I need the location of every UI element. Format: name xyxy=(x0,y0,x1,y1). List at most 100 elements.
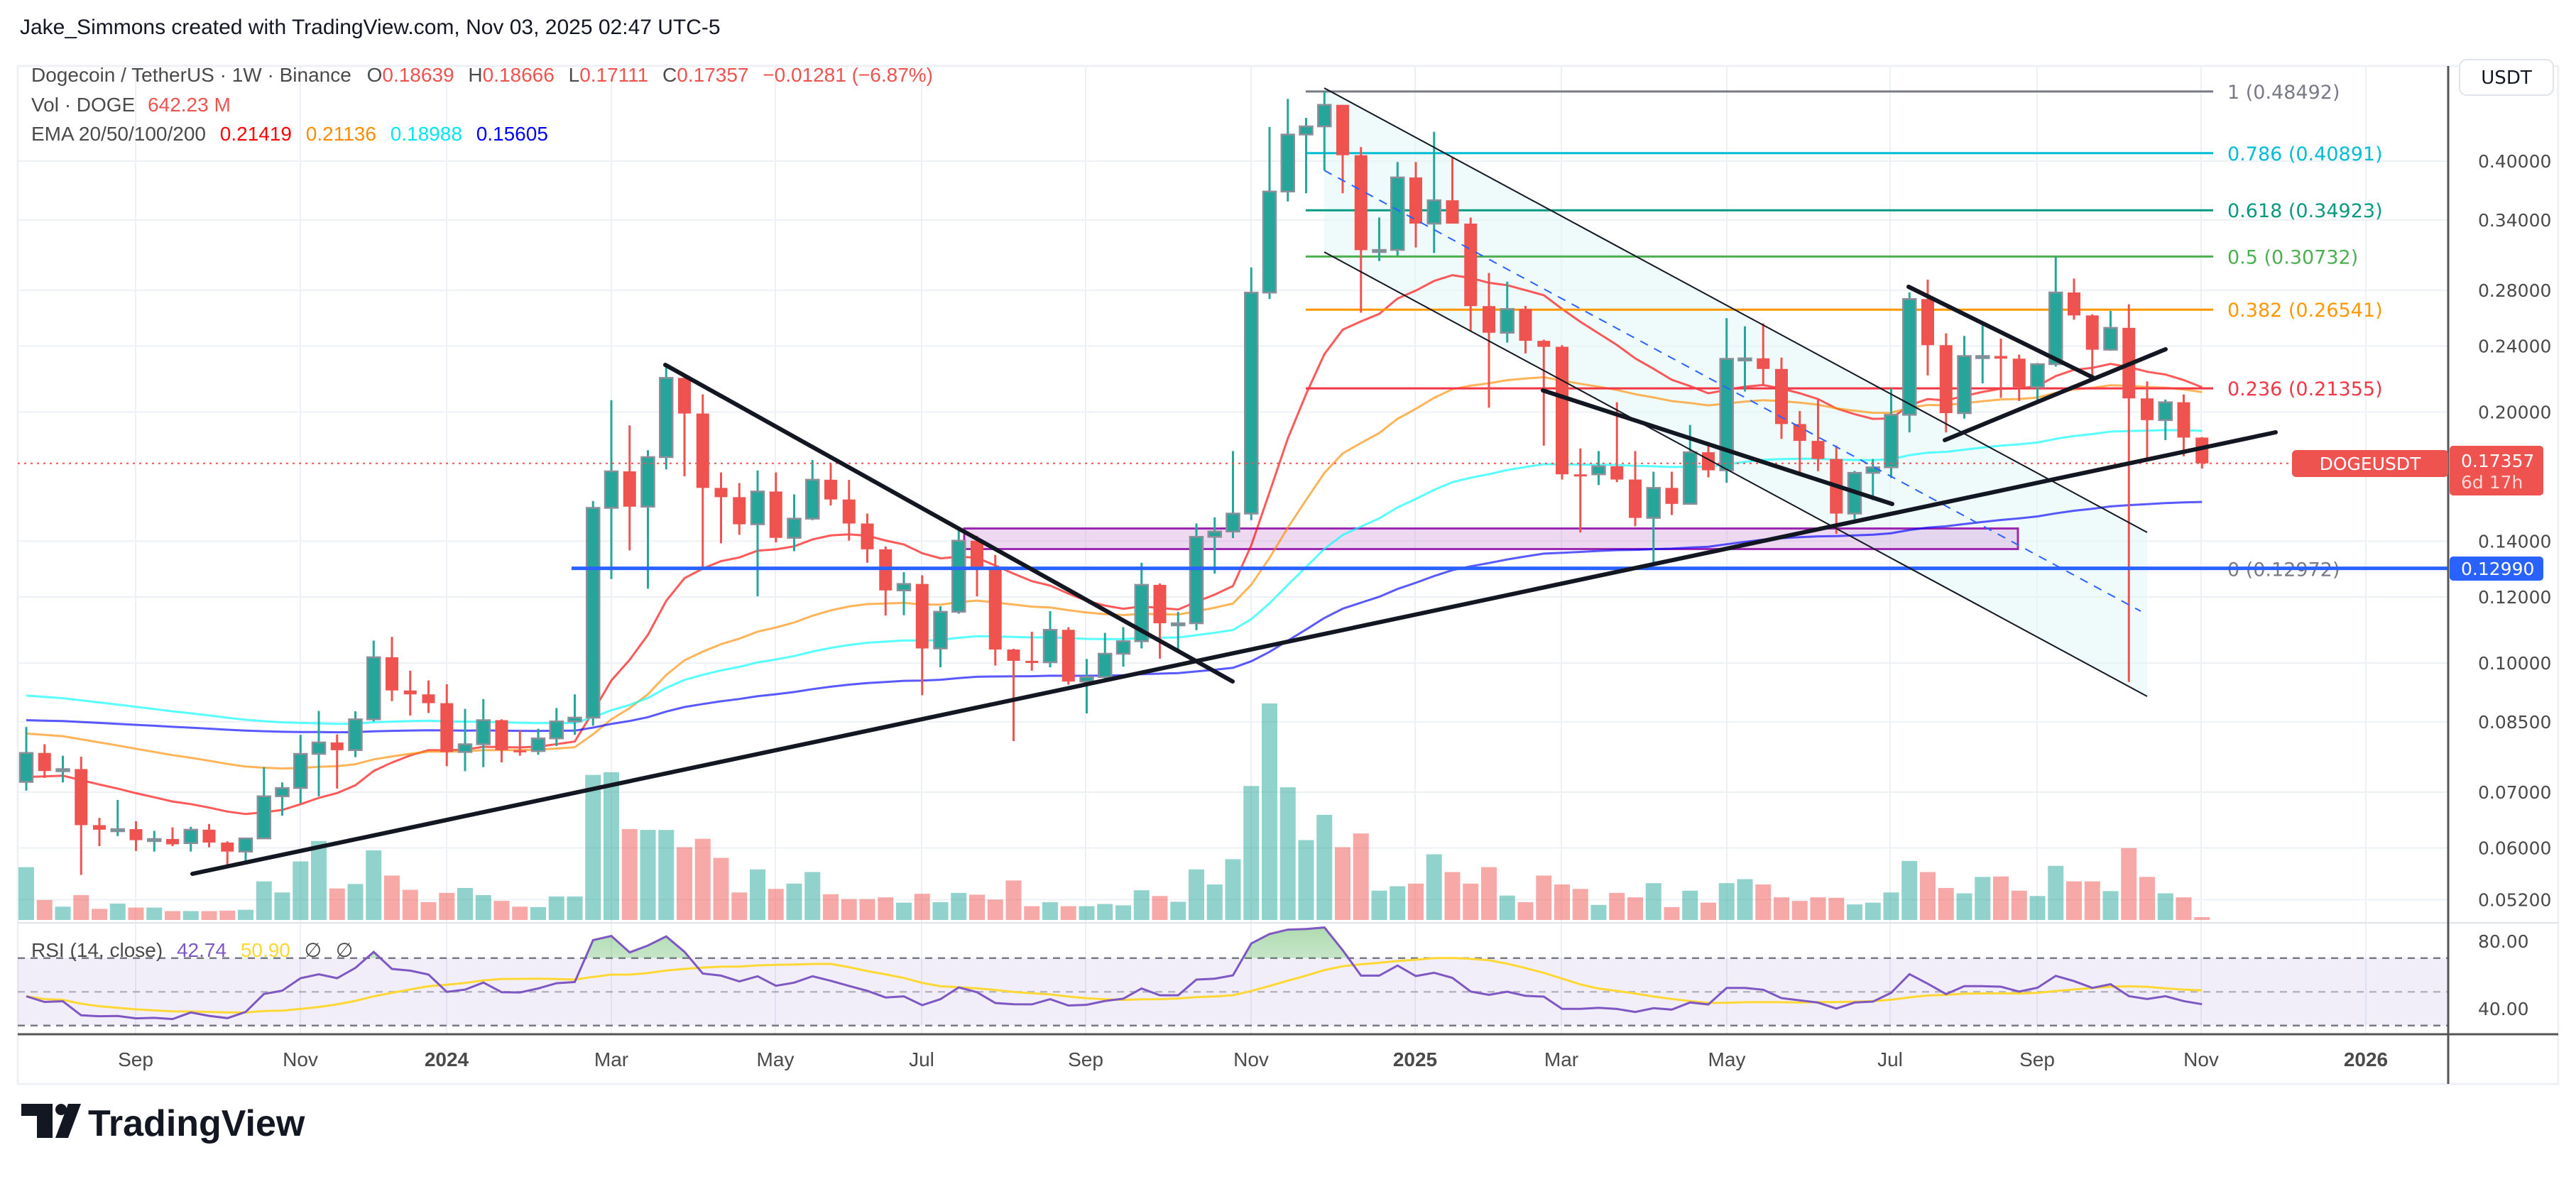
price-tick-label: 0.06000 xyxy=(2478,838,2551,859)
candle-down xyxy=(1153,583,1167,659)
volume-bar xyxy=(1115,905,1131,920)
candle-body xyxy=(1775,368,1788,424)
candle-body xyxy=(1884,414,1899,469)
legend-rsi-na-1: ∅ xyxy=(305,939,322,961)
candle-down xyxy=(2177,394,2190,456)
candle-up xyxy=(147,831,162,852)
legend-symbol-row: Dogecoin / TetherUS · 1W · Binance O0.18… xyxy=(31,64,933,86)
drawings-front[interactable] xyxy=(18,87,2448,876)
legend-rsi-na-2: ∅ xyxy=(336,939,353,961)
2025-downtrend-line[interactable] xyxy=(1541,388,1894,506)
volume-bar xyxy=(548,896,564,920)
candle-down xyxy=(861,513,874,563)
legend-rsi-label[interactable]: RSI (14, close) xyxy=(31,939,163,961)
currency-button[interactable]: USDT xyxy=(2459,59,2554,96)
candle-up xyxy=(1646,471,1661,566)
volume-bar xyxy=(585,774,601,920)
time-axis[interactable]: Sep Nov 2024 Mar May Jul Sep Nov 2025 Mar May Jul Se… xyxy=(118,1048,2388,1070)
volume-bar xyxy=(146,907,163,920)
legend-volume-label[interactable]: Vol · DOGE xyxy=(31,94,135,116)
candle-up xyxy=(1500,281,1515,343)
candle-down xyxy=(38,744,51,778)
candle-up xyxy=(1591,451,1606,486)
wedge-upper-line[interactable] xyxy=(1906,285,2095,380)
candle-body xyxy=(824,479,837,500)
volume-bar xyxy=(1847,904,1862,920)
candle-down xyxy=(440,684,454,767)
price-axis[interactable]: 0.40000 0.34000 0.28000 0.24000 0.20000 0.140… xyxy=(2478,151,2551,911)
volume-bar xyxy=(1701,902,1716,920)
candle-body xyxy=(256,795,271,840)
volume-bar xyxy=(2066,881,2082,920)
legend-ema20: 0.21419 xyxy=(220,123,292,145)
volume-bar xyxy=(1975,877,1991,920)
time-tick-label: Nov xyxy=(1233,1048,1269,1070)
long-term-support-trendline[interactable] xyxy=(190,430,2278,876)
legend-ema-label[interactable]: EMA 20/50/100/200 xyxy=(31,123,206,145)
candle-body xyxy=(1793,424,1806,442)
fib-level-label: 1 (0.48492) xyxy=(2227,82,2340,104)
volume-bar xyxy=(2084,881,2100,920)
legend-rsi-ma-value: 50.90 xyxy=(241,939,290,961)
candle-body xyxy=(129,829,143,840)
volume-bars xyxy=(18,703,2210,920)
symbol-tag-label: DOGEUSDT xyxy=(2320,454,2422,474)
candle-body xyxy=(1336,104,1349,155)
2024-downtrend-line[interactable] xyxy=(663,363,1235,684)
candle-body xyxy=(2195,437,2209,464)
volume-bar xyxy=(36,899,53,920)
volume-bar xyxy=(2194,917,2210,920)
volume-bar xyxy=(768,889,784,920)
legend-ema100: 0.18988 xyxy=(391,123,462,145)
candle-up xyxy=(348,711,363,757)
candle-down xyxy=(1464,217,1478,331)
candle-down xyxy=(1336,104,1349,194)
tradingview-logo[interactable]: TradingView xyxy=(21,1103,305,1144)
candle-body xyxy=(714,488,728,498)
candle-up xyxy=(476,698,491,767)
candle-up xyxy=(1317,91,1332,170)
volume-bar xyxy=(1865,902,1881,920)
price-tick-label: 0.14000 xyxy=(2478,531,2551,552)
symbol-price-tag: DOGEUSDT 0.17357 6d 17h xyxy=(2292,446,2543,495)
volume-bar xyxy=(1206,884,1223,920)
candle-down xyxy=(1061,627,1075,685)
candle-body xyxy=(659,377,674,459)
support-zone-rectangle[interactable] xyxy=(963,527,2019,550)
candle-up xyxy=(1115,627,1131,667)
legend-symbol[interactable]: Dogecoin / TetherUS · 1W · Binance xyxy=(31,64,351,86)
hline-price-tag: 0.12990 xyxy=(2450,557,2543,581)
candle-down xyxy=(422,680,435,713)
volume-bar xyxy=(694,838,711,920)
candle-up xyxy=(1098,632,1113,679)
price-tick-label: 0.28000 xyxy=(2478,280,2551,301)
candle-body xyxy=(1226,513,1240,533)
channel-lower-line[interactable] xyxy=(1324,251,2148,697)
candle-up xyxy=(1171,611,1186,652)
candle-down xyxy=(842,480,856,541)
legend-rsi-row: RSI (14, close) 42.74 50.90 ∅ ∅ xyxy=(31,939,353,961)
channel-median-line[interactable] xyxy=(1324,170,2141,612)
candle-body xyxy=(275,787,290,798)
volume-bar xyxy=(804,872,821,920)
candle-body xyxy=(457,743,473,753)
channel-upper-line[interactable] xyxy=(1324,87,2148,533)
volume-bar xyxy=(731,892,748,920)
candle-body xyxy=(221,842,234,852)
candle-body xyxy=(1207,530,1222,538)
candle-body xyxy=(1244,291,1259,515)
volume-bar xyxy=(1956,893,1972,920)
wedge-lower-line[interactable] xyxy=(1943,347,2168,442)
candle-body xyxy=(2030,363,2045,388)
tradingview-logo-text: TradingView xyxy=(88,1103,305,1144)
candle-down xyxy=(1939,333,1953,433)
candle-body xyxy=(1939,345,1953,414)
candle-down xyxy=(769,472,782,543)
price-tick-label: 0.40000 xyxy=(2478,151,2551,172)
volume-bar xyxy=(329,888,345,920)
candle-body xyxy=(1573,474,1587,477)
volume-bar xyxy=(201,911,217,920)
candle-body xyxy=(1902,298,1917,416)
candle-body xyxy=(678,378,691,414)
